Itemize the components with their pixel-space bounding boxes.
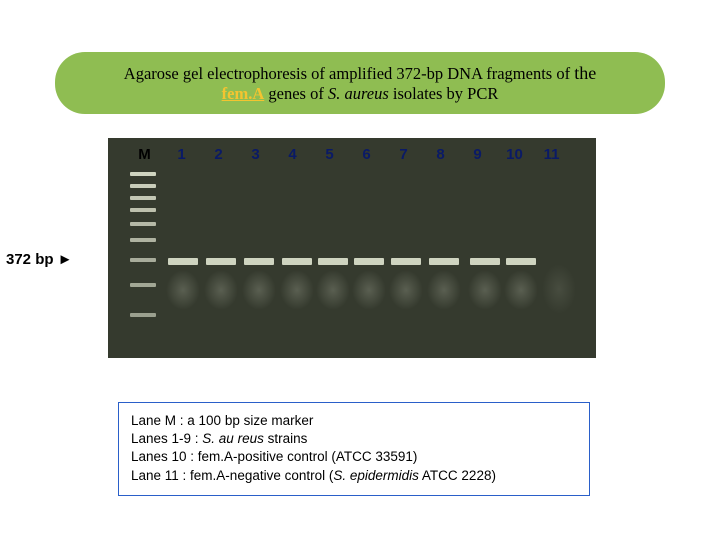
lane-label: 6 — [348, 146, 385, 163]
legend-line2-post: strains — [264, 431, 308, 446]
legend-line4: Lane 11 : fem.A-negative control (S. epi… — [131, 467, 577, 485]
legend-line2-pre: Lanes 1-9 : — [131, 431, 202, 446]
title-the: the — [574, 63, 596, 83]
sample-band — [391, 258, 421, 265]
legend-line2-italic: S. au reus — [202, 431, 264, 446]
lane-label: M — [126, 146, 163, 163]
lane-smear — [352, 270, 386, 310]
ladder-band — [130, 172, 156, 176]
title-line1: Agarose gel electrophoresis of amplified… — [124, 63, 596, 84]
legend-line4-post: ATCC 2228) — [419, 468, 496, 483]
legend-line2: Lanes 1-9 : S. au reus strains — [131, 430, 577, 448]
gel-image: M1234567891011 — [108, 138, 596, 358]
sample-band — [470, 258, 500, 265]
lane-smear — [204, 270, 238, 310]
legend-line4-italic: S. epidermidis — [333, 468, 419, 483]
lane-label: 7 — [385, 146, 422, 163]
femA-label: fem.A — [222, 84, 265, 103]
lane-label: 2 — [200, 146, 237, 163]
title-banner: Agarose gel electrophoresis of amplified… — [55, 52, 665, 114]
sample-band — [506, 258, 536, 265]
lane-labels-row: M1234567891011 — [108, 146, 596, 163]
legend-line1: Lane M : a 100 bp size marker — [131, 412, 577, 430]
lane-label: 3 — [237, 146, 274, 163]
ladder-band — [130, 258, 156, 262]
lane-label: 4 — [274, 146, 311, 163]
lane-smear — [166, 270, 200, 310]
sample-band — [318, 258, 348, 265]
sample-band — [206, 258, 236, 265]
size-marker-label: 372 bp ► — [6, 251, 73, 268]
title-line2: fem.A genes of S. aureus isolates by PCR — [222, 84, 499, 104]
lane-label: 11 — [533, 146, 570, 163]
title-species: S. aureus — [328, 84, 389, 103]
lane-smear — [504, 270, 538, 310]
title-tail: isolates by PCR — [389, 84, 499, 103]
ladder-band — [130, 184, 156, 188]
ladder-band — [130, 313, 156, 317]
lane-smear — [542, 264, 576, 314]
ladder-band — [130, 208, 156, 212]
legend-line4-pre: Lane 11 : fem.A-negative control ( — [131, 468, 333, 483]
sample-band — [282, 258, 312, 265]
sample-band — [354, 258, 384, 265]
lane-smear — [316, 270, 350, 310]
lane-label: 9 — [459, 146, 496, 163]
lane-smear — [427, 270, 461, 310]
legend-line3: Lanes 10 : fem.A-positive control (ATCC … — [131, 448, 577, 466]
genes-word: genes — [264, 84, 306, 103]
lane-label: 10 — [496, 146, 533, 163]
title-pre: Agarose gel electrophoresis of amplified… — [124, 64, 574, 83]
ladder-band — [130, 283, 156, 287]
lane-label: 5 — [311, 146, 348, 163]
sample-band — [429, 258, 459, 265]
legend-box: Lane M : a 100 bp size marker Lanes 1-9 … — [118, 402, 590, 496]
lane-label: 8 — [422, 146, 459, 163]
sample-band — [168, 258, 198, 265]
lane-smear — [389, 270, 423, 310]
ladder-band — [130, 238, 156, 242]
title-of: of — [306, 84, 328, 103]
lane-smear — [242, 270, 276, 310]
lane-label: 1 — [163, 146, 200, 163]
ladder-band — [130, 196, 156, 200]
lane-smear — [468, 270, 502, 310]
lane-smear — [280, 270, 314, 310]
sample-band — [244, 258, 274, 265]
ladder-band — [130, 222, 156, 226]
